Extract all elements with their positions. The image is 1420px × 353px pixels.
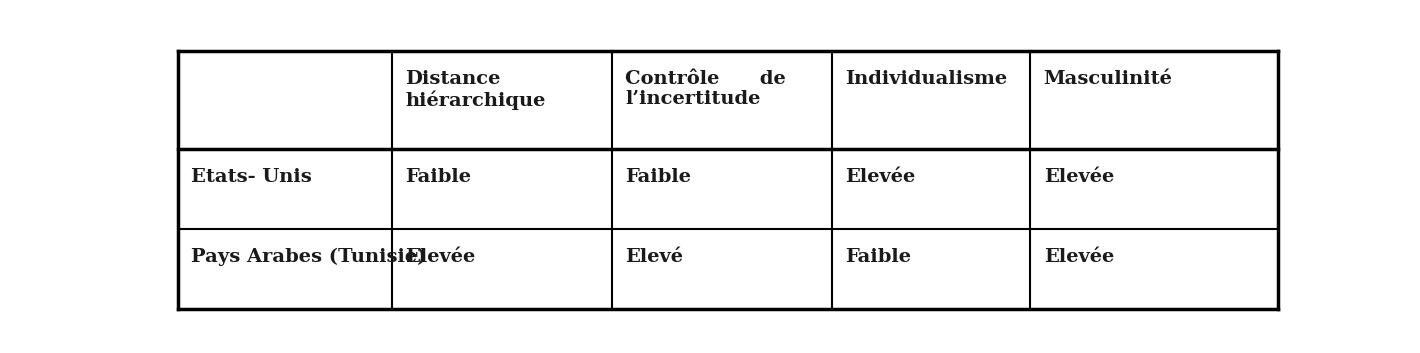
Text: Distance
hiérarchique: Distance hiérarchique xyxy=(405,70,545,110)
Text: Elevée: Elevée xyxy=(405,248,476,266)
Text: Contrôle      de
l’incertitude: Contrôle de l’incertitude xyxy=(625,70,787,108)
Text: Elevé: Elevé xyxy=(625,248,683,266)
Text: Individualisme: Individualisme xyxy=(845,70,1008,88)
Text: Pays Arabes (Tunisie): Pays Arabes (Tunisie) xyxy=(190,248,426,266)
Text: Faible: Faible xyxy=(845,248,912,266)
Text: Elevée: Elevée xyxy=(1044,248,1113,266)
Text: Faible: Faible xyxy=(625,168,692,186)
Text: Etats- Unis: Etats- Unis xyxy=(190,168,311,186)
Text: Masculinité: Masculinité xyxy=(1044,70,1173,88)
Text: Elevée: Elevée xyxy=(845,168,916,186)
Text: Elevée: Elevée xyxy=(1044,168,1113,186)
Text: Faible: Faible xyxy=(405,168,471,186)
